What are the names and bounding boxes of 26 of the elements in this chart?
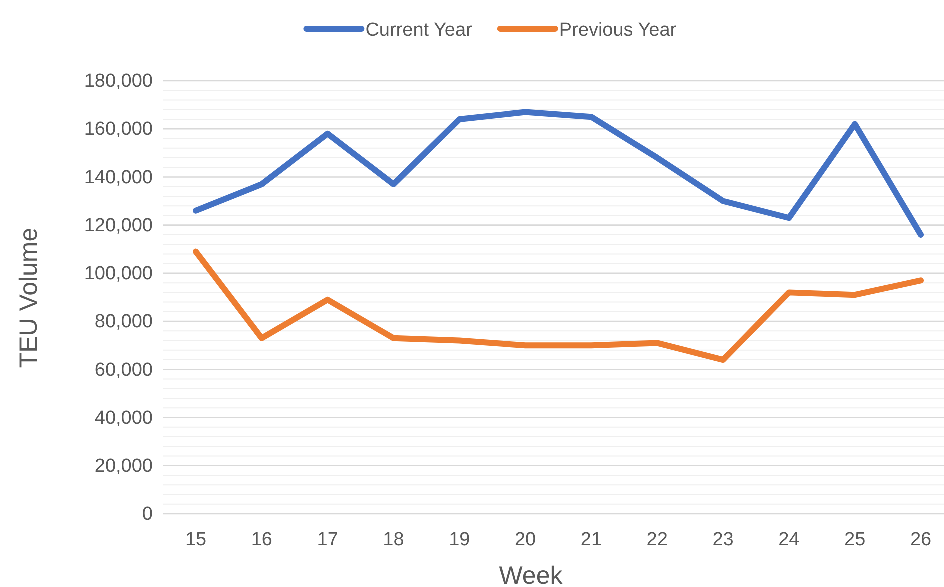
x-tick-label: 22 xyxy=(646,529,668,550)
y-tick-label: 180,000 xyxy=(84,71,153,92)
x-tick-label: 17 xyxy=(317,529,338,550)
y-tick-label: 80,000 xyxy=(94,312,153,333)
y-tick-label: 60,000 xyxy=(94,360,153,381)
x-tick-label: 21 xyxy=(580,529,602,550)
x-tick-label: 24 xyxy=(778,529,800,550)
y-tick-label: 120,000 xyxy=(84,215,153,236)
x-tick-label: 15 xyxy=(185,529,207,550)
y-axis-title: TEU Volume xyxy=(15,228,43,368)
y-tick-label: 20,000 xyxy=(94,456,153,477)
legend-label: Previous Year xyxy=(559,20,678,41)
y-tick-label: 140,000 xyxy=(84,167,153,188)
y-tick-label: 160,000 xyxy=(84,119,153,140)
x-tick-label: 19 xyxy=(449,529,470,550)
x-tick-label: 26 xyxy=(910,529,932,550)
x-tick-label: 16 xyxy=(251,529,272,550)
x-tick-label: 20 xyxy=(514,529,536,550)
x-tick-label: 18 xyxy=(383,529,404,550)
x-tick-label: 23 xyxy=(712,529,734,550)
x-axis-title: Week xyxy=(499,562,564,587)
x-tick-label: 25 xyxy=(844,529,866,550)
y-tick-label: 0 xyxy=(142,504,153,526)
y-tick-label: 40,000 xyxy=(94,408,153,429)
y-tick-label: 100,000 xyxy=(84,264,153,285)
legend-label: Current Year xyxy=(366,20,474,41)
